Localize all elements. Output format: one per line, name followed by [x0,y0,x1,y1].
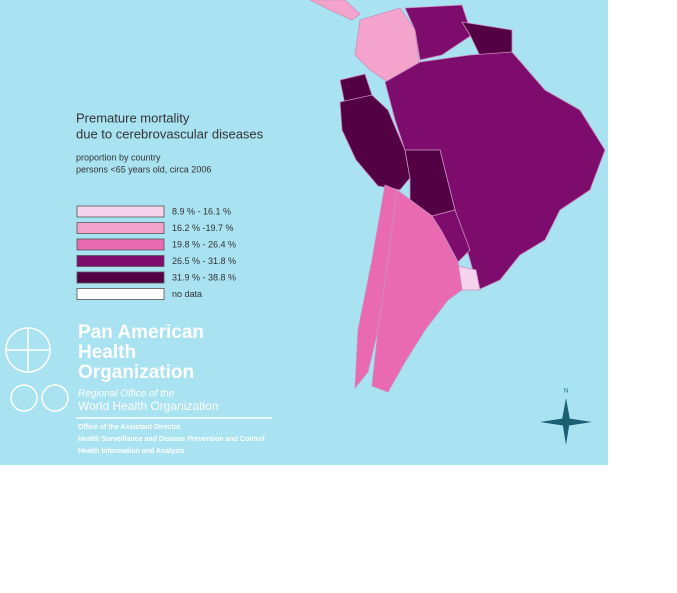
argentina [371,189,463,393]
peru [339,94,411,191]
compass-label: N [564,389,568,395]
legend-swatch [76,238,165,251]
office: Office of the Assistant Director [78,424,181,431]
org-name: Pan American [78,322,204,343]
org-name: Health [78,342,136,363]
office: Health Information and Analysis [78,448,185,455]
legend-label: 26.5 % - 31.8 % [172,256,236,266]
who: World Health Organization [78,399,219,413]
legend-label: 19.8 % - 26.4 % [172,239,236,249]
title: due to cerebrovascular diseases [76,126,264,141]
legend-swatch [76,271,165,284]
logo [5,327,272,419]
title: Premature mortality [76,110,190,125]
title-block: Premature mortality due to cerebrovascul… [76,110,264,174]
org-name: Organization [78,362,194,383]
map [309,0,606,393]
legend: 8.9 % - 16.1 % 16.2 % -19.7 % 19.8 % - 26.… [76,205,236,300]
legend-swatch [76,288,165,300]
compass: N [540,389,592,445]
legend-swatch [76,222,165,234]
legend-label: 16.2 % -19.7 % [172,223,234,233]
organization: Pan American Health Organization Regiona… [78,322,265,455]
venezuela [404,4,473,61]
legend-label: no data [172,289,202,299]
subtitle: proportion by country [76,152,161,162]
central-america [309,0,361,21]
legend-swatch [76,255,165,267]
office: Health Surveillance and Disease Preventi… [78,436,265,443]
regional-office: Regional Office of the [78,389,175,400]
legend-swatch [76,205,165,218]
legend-label: 8.9 % - 16.1 % [172,206,231,216]
subtitle: persons <65 years old, circa 2006 [76,164,211,174]
legend-label: 31.9 % - 38.8 % [172,272,236,282]
